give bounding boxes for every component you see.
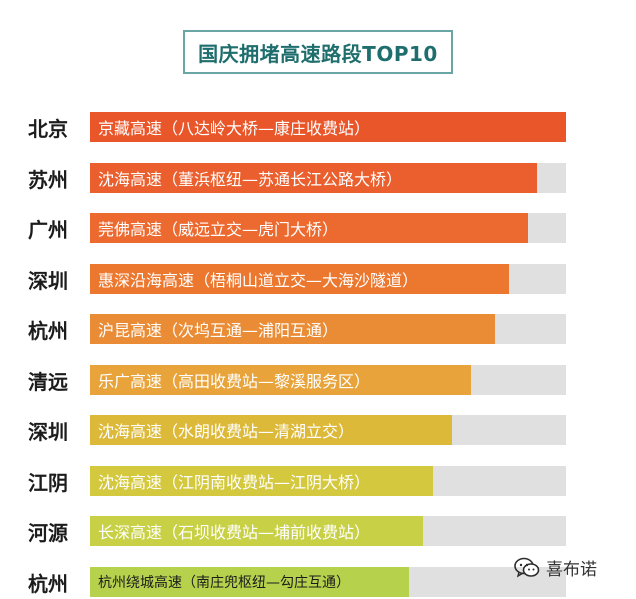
category-label: 深圳 [28, 419, 68, 444]
bar: 惠深沿海高速（梧桐山道立交—大海沙隧道） [90, 264, 509, 294]
bar-data-label: 惠深沿海高速（梧桐山道立交—大海沙隧道） [98, 271, 419, 290]
bar-data-label: 乐广高速（高田收费站—黎溪服务区） [98, 372, 371, 391]
bar-track: 沈海高速（董浜枢纽—苏通长江公路大桥） [90, 163, 566, 193]
category-label: 清远 [28, 369, 68, 394]
bar: 长深高速（石坝收费站—埔前收费站） [90, 516, 423, 546]
bar: 莞佛高速（威远立交—虎门大桥） [90, 213, 528, 243]
watermark-text: 喜布诺 [546, 560, 597, 580]
category-label: 广州 [28, 217, 68, 242]
bar-track: 沈海高速（江阴南收费站—江阴大桥） [90, 466, 566, 496]
category-label: 杭州 [28, 318, 68, 343]
bar-track: 京藏高速（八达岭大桥—康庄收费站） [90, 112, 566, 142]
bar-data-label: 长深高速（石坝收费站—埔前收费站） [98, 523, 371, 542]
bar-data-label: 京藏高速（八达岭大桥—康庄收费站） [98, 119, 371, 138]
bar-data-label: 沈海高速（水朗收费站—清湖立交） [98, 422, 355, 441]
bar-track: 杭州绕城高速（南庄兜枢纽—勾庄互通） [90, 567, 566, 597]
bar-track: 乐广高速（高田收费站—黎溪服务区） [90, 365, 566, 395]
bar: 沈海高速（董浜枢纽—苏通长江公路大桥） [90, 163, 537, 193]
bar: 京藏高速（八达岭大桥—康庄收费站） [90, 112, 566, 142]
bar-data-label: 莞佛高速（威远立交—虎门大桥） [98, 220, 339, 239]
bar: 沈海高速（水朗收费站—清湖立交） [90, 415, 452, 445]
bar-data-label: 杭州绕城高速（南庄兜枢纽—勾庄互通） [98, 575, 350, 591]
bar: 沪昆高速（次坞互通—浦阳互通） [90, 314, 495, 344]
bar-track: 莞佛高速（威远立交—虎门大桥） [90, 213, 566, 243]
chart-title: 国庆拥堵高速路段TOP10 [183, 30, 453, 74]
bar-track: 长深高速（石坝收费站—埔前收费站） [90, 516, 566, 546]
watermark: 喜布诺 [514, 555, 597, 580]
bar: 杭州绕城高速（南庄兜枢纽—勾庄互通） [90, 567, 409, 597]
bar-data-label: 沪昆高速（次坞互通—浦阳互通） [98, 321, 339, 340]
bar: 乐广高速（高田收费站—黎溪服务区） [90, 365, 471, 395]
category-label: 江阴 [28, 470, 68, 495]
category-label: 北京 [28, 116, 68, 141]
bar-track: 沈海高速（水朗收费站—清湖立交） [90, 415, 566, 445]
bar-track: 沪昆高速（次坞互通—浦阳互通） [90, 314, 566, 344]
bar-data-label: 沈海高速（董浜枢纽—苏通长江公路大桥） [98, 170, 403, 189]
wechat-icon [514, 557, 540, 579]
bar: 沈海高速（江阴南收费站—江阴大桥） [90, 466, 433, 496]
category-label: 苏州 [28, 167, 68, 192]
category-label: 河源 [28, 520, 68, 545]
bar-track: 惠深沿海高速（梧桐山道立交—大海沙隧道） [90, 264, 566, 294]
category-label: 深圳 [28, 268, 68, 293]
bar-data-label: 沈海高速（江阴南收费站—江阴大桥） [98, 473, 371, 492]
category-label: 杭州 [28, 571, 68, 596]
